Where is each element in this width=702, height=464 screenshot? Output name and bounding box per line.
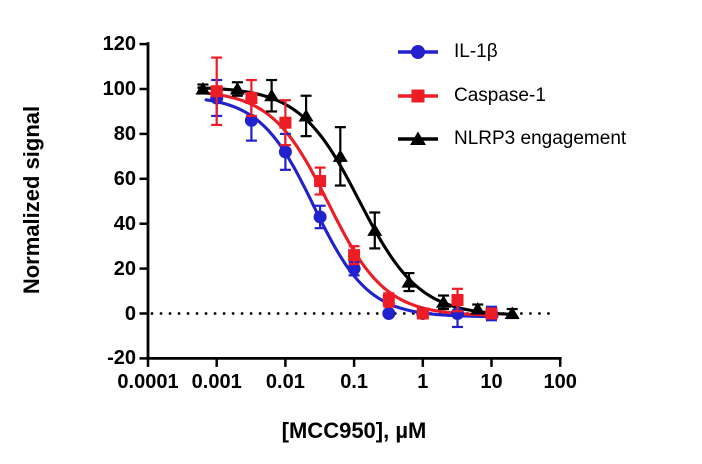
x-tick-label: 0.1 [340,371,368,394]
y-tick-label: 0 [124,302,136,325]
data-point-caspase-1 [279,116,292,129]
data-point-nlrp3-engagement [264,88,280,102]
data-point-nlrp3-engagement [195,82,211,95]
legend-marker-triangle-icon [410,131,426,145]
data-point-caspase-1 [416,307,429,320]
x-tick-label: 0.001 [191,371,242,394]
data-point-nlrp3-engagement [435,295,451,308]
data-point-il-1b [382,307,396,320]
y-tick-label: -20 [107,347,136,370]
data-point-nlrp3-engagement [401,275,417,288]
data-point-il-1b [347,262,361,276]
y-tick-label: 80 [113,122,136,145]
data-point-il-1b [244,113,258,127]
data-point-caspase-1 [348,249,361,262]
data-point-caspase-1 [314,175,327,188]
legend-marker-square-icon [411,89,425,103]
data-point-nlrp3-engagement [229,82,245,95]
data-point-caspase-1 [382,294,395,307]
y-tick-label: 40 [113,212,136,235]
data-point-caspase-1 [485,307,498,320]
y-axis-title: Normalized signal [19,105,44,295]
legend-label-il-1b: IL-1β [454,41,498,62]
x-axis-title: [MCC950], µM [281,418,427,443]
data-point-il-1b [313,210,327,224]
data-point-nlrp3-engagement [470,302,486,315]
x-tick-label: 1 [417,371,429,394]
y-tick-label: 100 [102,78,136,100]
data-point-il-1b [278,145,292,159]
y-tick-label: 60 [113,167,136,190]
legend-label-nlrp3-engagement: NLRP3 engagement [454,128,627,149]
x-tick-label: 10 [480,371,503,394]
x-tick-label: 0.01 [265,371,305,394]
data-point-nlrp3-engagement [298,108,314,122]
y-tick-label: 20 [113,257,136,280]
data-point-nlrp3-engagement [332,149,348,162]
data-point-nlrp3-engagement [504,306,520,319]
x-tick-label: 100 [543,371,577,394]
legend-marker-circle-icon [411,45,425,59]
data-point-caspase-1 [451,294,464,307]
data-point-nlrp3-engagement [367,223,383,236]
data-point-caspase-1 [245,91,258,104]
legend-label-caspase-1: Caspase-1 [454,85,546,106]
y-tick-label: 120 [102,33,136,56]
x-tick-label: 0.0001 [117,371,179,394]
data-point-caspase-1 [210,85,223,98]
